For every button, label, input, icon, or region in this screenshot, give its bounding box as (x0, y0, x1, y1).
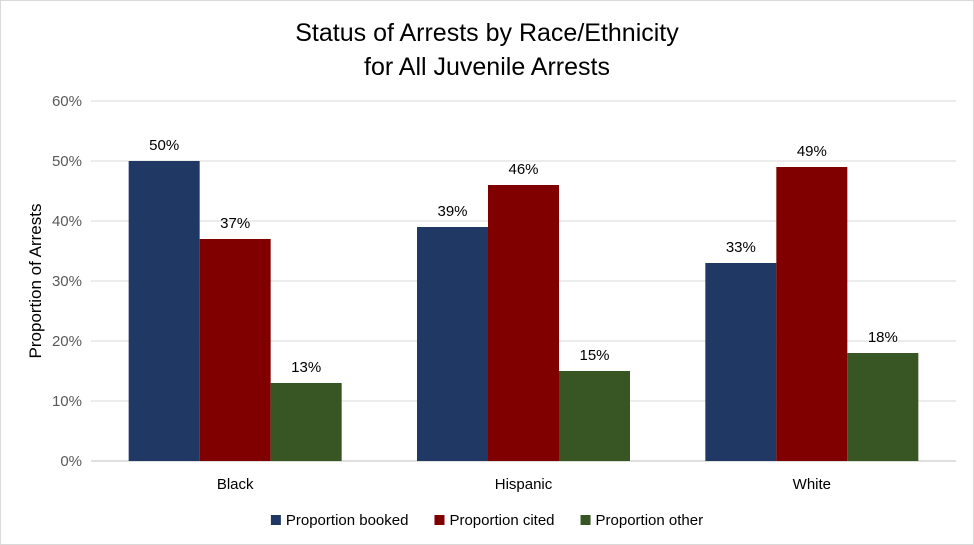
legend: Proportion booked Proportion cited Proport… (270, 512, 704, 529)
data-label: 46% (508, 161, 538, 178)
legend-swatch (270, 515, 281, 525)
data-label: 18% (868, 329, 898, 346)
data-label: 13% (291, 359, 321, 376)
bar-white-1 (705, 263, 777, 461)
bar-black-2 (199, 239, 271, 461)
y-axis-ticks: 0% 10% 20% 30% 40% 50% 60% (52, 93, 82, 470)
legend-swatch (434, 515, 445, 525)
data-label: 15% (579, 347, 609, 364)
legend-label: Proportion other (596, 512, 704, 529)
y-tick-label: 10% (52, 393, 82, 410)
y-axis-label: Proportion of Arrests (26, 204, 45, 359)
y-tick-label: 30% (52, 273, 82, 290)
y-tick-label: 60% (52, 93, 82, 110)
legend-label: Proportion booked (286, 512, 409, 529)
data-label: 33% (726, 239, 756, 256)
chart-title: Status of Arrests by Race/Ethnicity for … (295, 19, 679, 81)
x-category-label: White (793, 476, 831, 493)
data-labels: 50% 37% 13% 39% 46% 15% 33% 49% 18% (149, 137, 898, 376)
chart-title-line-2: for All Juvenile Arrests (364, 53, 610, 81)
bar-black-3 (270, 383, 342, 461)
bar-hispanic-3 (559, 371, 630, 461)
data-label: 49% (797, 143, 827, 160)
y-tick-label: 0% (60, 453, 82, 470)
y-tick-label: 40% (52, 213, 82, 230)
bar-black-1 (128, 161, 200, 461)
data-label: 37% (220, 215, 250, 232)
bar-white-2 (776, 167, 848, 461)
x-axis-categories: Black Hispanic White (217, 476, 831, 493)
x-category-label: Hispanic (495, 476, 553, 493)
y-tick-label: 50% (52, 153, 82, 170)
legend-label: Proportion cited (449, 512, 554, 529)
data-label: 39% (437, 203, 467, 220)
bar-hispanic-2 (488, 185, 559, 461)
data-label: 50% (149, 137, 179, 154)
bar-hispanic-1 (417, 227, 488, 461)
chart-title-line-1: Status of Arrests by Race/Ethnicity (295, 19, 679, 47)
y-tick-label: 20% (52, 333, 82, 350)
legend-swatch (580, 515, 591, 525)
x-category-label: Black (217, 476, 254, 493)
bar-white-3 (847, 353, 919, 461)
bars (128, 161, 919, 461)
